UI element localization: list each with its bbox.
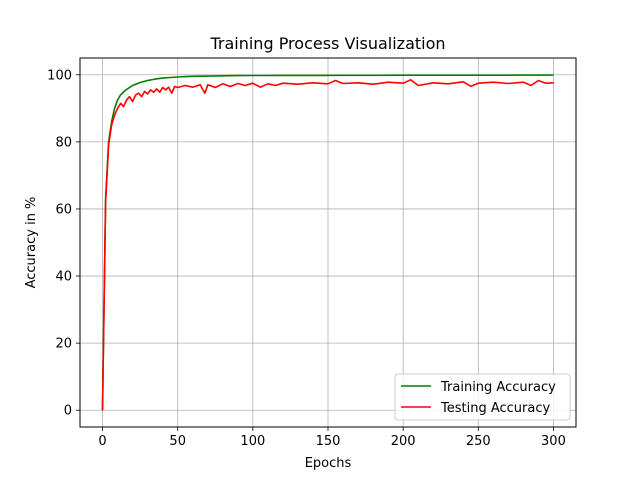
series-layer xyxy=(101,74,554,411)
x-tick-label: 50 xyxy=(169,434,186,449)
chart-title: Training Process Visualization xyxy=(209,34,445,53)
y-tick-label: 20 xyxy=(55,337,72,352)
legend-label-testing: Testing Accuracy xyxy=(440,401,550,416)
x-tick-label: 250 xyxy=(466,434,491,449)
y-tick-label: 60 xyxy=(55,202,72,217)
series-line-training-accuracy xyxy=(101,74,554,411)
legend: Training Accuracy Testing Accuracy xyxy=(394,373,571,421)
x-tick-label: 100 xyxy=(240,434,265,449)
y-tick-label: 100 xyxy=(47,68,72,83)
x-tick-label: 300 xyxy=(541,434,566,449)
series-line-testing-accuracy xyxy=(101,79,554,411)
y-axis-label: Accuracy in % xyxy=(24,197,39,289)
y-tick-label: 0 xyxy=(64,404,72,419)
tick-layer: 0 50 100 150 200 250 300 0 20 40 60 80 100 xyxy=(47,68,566,449)
x-axis-label: Epochs xyxy=(305,456,352,471)
legend-label-training: Training Accuracy xyxy=(440,380,556,395)
x-tick-label: 150 xyxy=(316,434,341,449)
y-tick-label: 80 xyxy=(55,135,72,150)
legend-box xyxy=(394,373,571,421)
x-tick-label: 0 xyxy=(98,434,106,449)
x-tick-label: 200 xyxy=(391,434,416,449)
y-tick-label: 40 xyxy=(55,270,72,285)
grid xyxy=(80,58,576,427)
